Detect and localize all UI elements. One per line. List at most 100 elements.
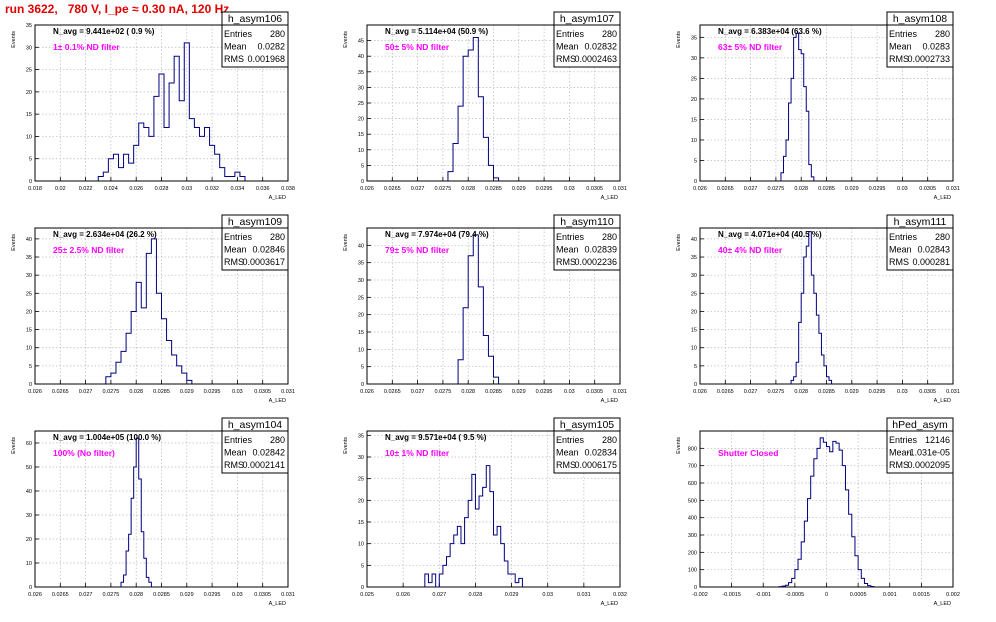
stats-label: RMS [889,460,909,470]
histogram-bin [465,518,469,587]
y-tick-label: 5 [694,364,697,370]
histogram-bin [443,565,447,587]
histogram-bin [172,355,177,384]
x-tick-label: 0.03 [564,186,575,192]
histogram-bin [478,97,483,181]
histogram-bin [118,168,123,181]
y-tick-label: 10 [26,561,32,567]
stats-value: 280 [270,435,285,445]
y-tick-label: 15 [691,117,697,123]
plot-frame [366,430,621,588]
stats-label: Entries [556,435,585,445]
histogram-bin [205,128,210,181]
stats-box [221,214,289,271]
stats-label: RMS [224,54,244,64]
y-tick-label: 5 [694,158,697,164]
x-tick-label: 0.027 [79,389,93,395]
histogram-bin [169,83,174,181]
stats-value: 0.02846 [252,245,285,255]
histogram-bin [240,177,245,181]
histogram-bin [230,177,235,181]
x-tick-label: 0.026 [396,592,410,598]
x-tick-label: 0.03 [181,186,192,192]
y-axis-label: Events [11,437,17,454]
histogram-bin [425,574,429,587]
histogram-bin [497,526,501,587]
x-tick-label: 0.0015 [913,592,930,598]
stats-value: -1.031e-05 [906,448,950,458]
stats-label: Mean [889,448,912,458]
histogram-bin [475,509,479,587]
histogram-bin [479,496,483,587]
stats-label: Entries [556,29,585,39]
histogram-panel-h_asym106: 0.018 0.02 0.022 0.024 0.026 0.028 0.03 0.032 0.… [11,11,295,201]
histogram-name: hPed_asym [892,419,948,431]
y-tick-label: 10 [358,542,364,548]
y-tick-label: 10 [358,347,364,353]
filter-note: 50± 5% ND filter [385,42,450,52]
histogram-bin [189,119,194,181]
histogram-step-line [97,42,246,181]
x-tick-label: 0.026 [693,186,707,192]
histogram-panel-h_asym111: 0.026 0.0265 0.027 0.0275 0.028 0.0285 0.029 0.… [676,214,960,404]
y-axis-label: Events [676,234,682,251]
stats-label: Entries [224,232,253,242]
x-tick-label: 0.0285 [153,592,170,598]
y-tick-label: 20 [358,313,364,319]
stats-label: RMS [556,257,576,267]
stats-box [221,417,289,474]
x-tick-label: 0.03 [232,389,243,395]
x-tick-label: 0.0265 [384,186,401,192]
navg-label: N_avg = 6.383e+04 (63.6 %) [718,27,822,36]
y-tick-label: 5 [29,157,32,163]
y-tick-label: 35 [691,35,697,41]
x-tick-label: 0.0265 [52,592,69,598]
stats-value: 0.02834 [584,448,617,458]
filter-note: Shutter Closed [718,448,778,458]
histogram-bin [483,487,487,587]
x-tick-label: 0.031 [281,389,295,395]
stats-label: RMS [224,257,244,267]
y-tick-label: 10 [691,138,697,144]
x-tick-label: 0.027 [744,186,758,192]
histogram-step-line [457,234,500,384]
x-tick-label: -0.002 [692,592,708,598]
y-tick-label: 35 [26,255,32,261]
x-tick-label: 0.0265 [52,389,69,395]
histogram-name: h_asym111 [894,216,947,228]
histogram-step-line [424,465,523,588]
x-tick-label: 0.0295 [204,592,221,598]
histogram-bin [447,557,451,587]
x-tick-label: -0.001 [755,592,771,598]
histogram-bin [179,101,184,181]
x-tick-label: 0.031 [946,186,960,192]
histogram-step-line [120,437,152,587]
y-tick-label: 0 [361,179,364,185]
x-tick-label: 0.028 [129,389,143,395]
y-tick-label: 700 [688,464,697,470]
filter-note: 10± 1% ND filter [385,448,450,458]
x-tick-label: 0.0265 [717,389,734,395]
x-tick-label: 0.0275 [102,592,119,598]
y-axis-label: Events [676,437,682,454]
x-tick-label: 0.0305 [919,186,936,192]
stats-value: 0.0002141 [242,460,285,470]
stats-value: 280 [270,29,285,39]
stats-value: 0.02832 [584,42,617,52]
y-tick-label: 5 [361,163,364,169]
y-tick-label: 30 [358,278,364,284]
stats-value: 280 [935,29,950,39]
x-tick-label: 0 [825,592,828,598]
histogram-bin [106,377,111,384]
x-tick-label: 0.026 [693,389,707,395]
histogram-bin [154,96,159,181]
y-tick-label: 5 [29,364,32,370]
y-tick-label: 40 [26,489,32,495]
y-tick-label: 15 [26,112,32,118]
y-tick-label: 10 [691,346,697,352]
histogram-bin [463,308,468,384]
histogram-bin [164,128,169,181]
x-axis-label: A_LED [934,601,951,607]
x-tick-label: 0.0285 [153,389,170,395]
histogram-bin [156,293,161,384]
